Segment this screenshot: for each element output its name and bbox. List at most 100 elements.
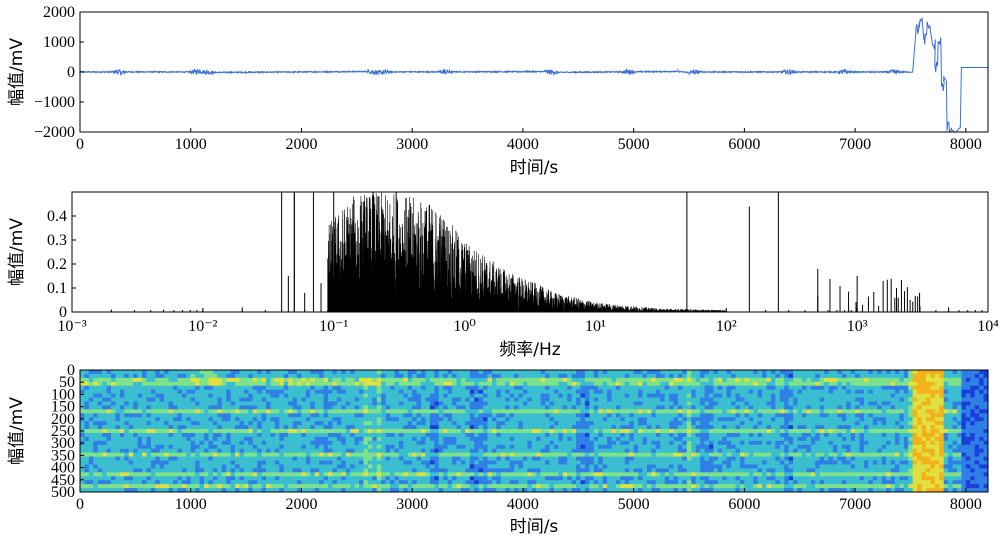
heatmap-cell-25-9 — [190, 405, 196, 410]
heatmap-cell-142-0 — [708, 370, 714, 375]
heatmap-cell-57-6 — [332, 393, 338, 398]
heatmap-cell-97-4 — [509, 385, 515, 391]
heatmap-cell-132-4 — [664, 385, 670, 391]
heatmap-cell-21-29 — [173, 484, 178, 489]
heatmap-cell-40-23 — [257, 460, 262, 465]
heatmap-cell-8-26 — [115, 472, 121, 477]
heatmap-cell-35-26 — [235, 472, 240, 477]
heatmap-cell-122-17 — [620, 436, 626, 442]
heatmap-cell-141-28 — [704, 480, 710, 485]
heatmap-cell-32-17 — [221, 436, 227, 442]
heatmap-cell-30-30 — [212, 488, 218, 493]
heatmap-cell-43-22 — [270, 456, 276, 461]
heatmap-cell-38-27 — [248, 476, 254, 481]
heatmap-cell-143-30 — [713, 488, 719, 493]
heatmap-cell-28-4 — [204, 385, 209, 391]
heatmap-cell-122-24 — [620, 464, 626, 469]
heatmap-cell-34-13 — [230, 421, 236, 426]
heatmap-cell-45-12 — [279, 417, 285, 422]
heatmap-cell-69-5 — [385, 389, 391, 395]
heatmap-cell-72-4 — [398, 385, 404, 391]
heatmap-cell-92-3 — [487, 381, 493, 387]
heatmap-cell-150-5 — [744, 389, 750, 395]
heatmap-cell-64-17 — [363, 436, 369, 442]
heatmap-cell-15-19 — [146, 444, 152, 450]
heatmap-cell-72-8 — [398, 401, 404, 406]
heatmap-cell-30-4 — [212, 385, 218, 391]
heatmap-cell-76-16 — [416, 432, 422, 438]
heatmap-cell-15-29 — [146, 484, 152, 489]
heatmap-cell-124-3 — [629, 381, 635, 387]
heatmap-cell-125-18 — [633, 440, 639, 446]
heatmap-cell-110-24 — [567, 464, 573, 469]
heatmap-cell-20-23 — [168, 460, 174, 465]
heatmap-cell-79-23 — [429, 460, 435, 465]
heatmap-cell-82-30 — [443, 488, 449, 493]
heatmap-cell-79-15 — [429, 429, 435, 434]
heatmap-cell-102-15 — [531, 429, 537, 434]
heatmap-cell-46-8 — [283, 401, 289, 406]
heatmap-cell-11-25 — [128, 468, 134, 473]
heatmap-cell-153-5 — [757, 389, 763, 395]
heatmap-cell-51-15 — [305, 429, 311, 434]
heatmap-cell-97-10 — [509, 409, 515, 414]
heatmap-cell-9-5 — [119, 389, 125, 395]
heatmap-cell-76-18 — [416, 440, 422, 446]
heatmap-cell-81-0 — [438, 370, 444, 375]
heatmap-cell-104-21 — [540, 452, 546, 457]
heatmap-cell-74-24 — [407, 464, 413, 469]
heatmap-cell-73-7 — [403, 397, 409, 402]
heatmap-cell-38-25 — [248, 468, 254, 473]
heatmap-cell-104-23 — [540, 460, 546, 465]
heatmap-cell-23-5 — [181, 389, 187, 395]
heatmap-cell-85-18 — [456, 440, 462, 446]
heatmap-cell-146-26 — [726, 472, 732, 477]
heatmap-cell-55-17 — [323, 436, 329, 442]
heatmap-cell-137-20 — [686, 448, 692, 454]
heatmap-cell-148-0 — [735, 370, 741, 375]
heatmap-cell-81-20 — [438, 448, 444, 454]
heatmap-cell-122-18 — [620, 440, 626, 446]
heatmap-cell-77-20 — [421, 448, 426, 454]
heatmap-cell-35-30 — [235, 488, 240, 493]
heatmap-cell-41-9 — [261, 405, 267, 410]
heatmap-cell-58-23 — [336, 460, 342, 465]
heatmap-cell-36-23 — [239, 460, 245, 465]
heatmap-cell-94-16 — [496, 432, 502, 438]
heatmap-cell-124-1 — [629, 373, 635, 379]
heatmap-cell-62-20 — [354, 448, 360, 454]
heatmap-cell-65-22 — [367, 456, 373, 461]
heatmap-cell-22-20 — [177, 448, 183, 454]
heatmap-cell-97-1 — [509, 373, 515, 379]
heatmap-cell-25-30 — [190, 488, 196, 493]
heatmap-cell-153-11 — [757, 413, 763, 418]
heatmap-cell-11-4 — [128, 385, 134, 391]
heatmap-cell-59-13 — [341, 421, 347, 426]
heatmap-cell-77-24 — [421, 464, 426, 469]
heatmap-cell-151-15 — [748, 429, 754, 434]
heatmap-cell-81-22 — [438, 456, 444, 461]
heatmap-cell-67-28 — [376, 480, 382, 485]
heatmap-cell-79-2 — [429, 377, 435, 383]
heatmap-cell-111-26 — [571, 472, 577, 477]
heatmap-cell-103-21 — [536, 452, 542, 457]
heatmap-cell-3-7 — [93, 397, 99, 402]
heatmap-cell-74-13 — [407, 421, 413, 426]
heatmap-cell-95-20 — [500, 448, 506, 454]
heatmap-cell-1-24 — [84, 464, 90, 469]
heatmap-cell-64-15 — [363, 429, 369, 434]
heatmap-cell-130-24 — [655, 464, 661, 469]
heatmap-cell-63-29 — [359, 484, 364, 489]
heatmap-cell-123-20 — [624, 448, 630, 454]
heatmap-cell-84-15 — [452, 429, 457, 434]
heatmap-cell-95-11 — [500, 413, 506, 418]
heatmap-cell-143-13 — [713, 421, 719, 426]
heatmap-cell-99-26 — [518, 472, 524, 477]
heatmap-cell-23-9 — [181, 405, 187, 410]
heatmap-cell-49-9 — [297, 405, 302, 410]
heatmap-cell-94-0 — [496, 370, 502, 375]
heatmap-cell-152-21 — [753, 452, 759, 457]
heatmap-cell-38-5 — [248, 389, 254, 395]
heatmap-cell-75-27 — [412, 476, 418, 481]
heatmap-cell-112-12 — [576, 417, 581, 422]
